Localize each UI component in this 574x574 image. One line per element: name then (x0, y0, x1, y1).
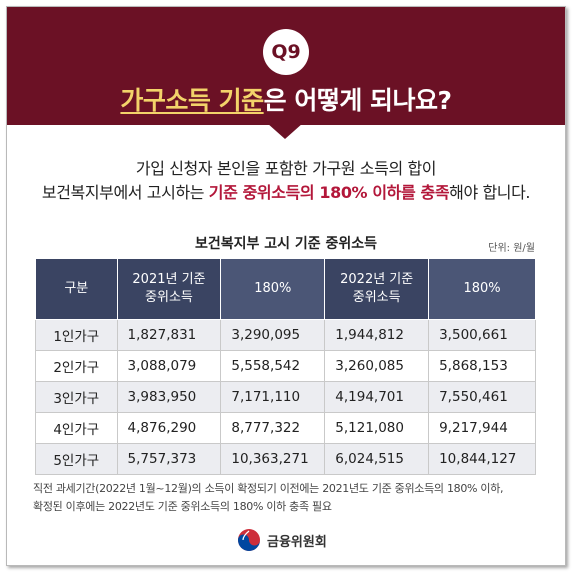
header-banner: Q9 가구소득 기준은 어떻게 되나요? (7, 7, 565, 125)
row-label: 3인가구 (35, 381, 118, 413)
cell-2022-180pct: 5,868,153 (428, 350, 536, 382)
cell-2021-180pct: 3,290,095 (220, 319, 326, 351)
table-row: 1인가구 1,827,831 3,290,095 1,944,812 3,500… (35, 319, 536, 351)
header-2022-180pct: 180% (428, 258, 536, 320)
header-2022-line2: 중위소득 (352, 290, 401, 305)
cell-2022-180pct: 7,550,461 (428, 381, 536, 413)
cell-2021-180pct: 8,777,322 (220, 412, 326, 444)
row-label: 2인가구 (35, 350, 118, 382)
cell-2022-median: 1,944,812 (324, 319, 430, 351)
cell-2022-median: 5,121,080 (324, 412, 430, 444)
intro-line-2: 보건복지부에서 고시하는 기준 중위소득의 180% 이하를 충족해야 합니다. (7, 181, 565, 205)
row-label: 1인가구 (35, 319, 118, 351)
cell-2022-180pct: 10,844,127 (428, 443, 536, 475)
cell-2022-median: 3,260,085 (324, 350, 430, 382)
cell-2021-median: 3,088,079 (116, 350, 222, 382)
table-row: 2인가구 3,088,079 5,558,542 3,260,085 5,868… (35, 350, 536, 382)
header-2021-line2: 중위소득 (145, 290, 193, 305)
header-notch (267, 123, 303, 139)
footnote: 직전 과세기간(2022년 1월~12월)의 소득이 확정되기 이전에는 202… (33, 480, 553, 516)
header-2022-line1: 2022년 기준 (340, 272, 414, 287)
question-badge: Q9 (263, 29, 309, 75)
intro-emphasis: 기준 중위소득의 180% 이하를 충족 (208, 183, 450, 202)
title-highlight: 가구소득 기준 (120, 86, 264, 115)
intro-line-2-prefix: 보건복지부에서 고시하는 (41, 183, 209, 202)
page-title: 가구소득 기준은 어떻게 되나요? (7, 81, 565, 117)
cell-2021-median: 3,983,950 (116, 381, 222, 413)
footnote-line-2: 확정된 이후에는 2022년도 기준 중위소득의 180% 이하 충족 필요 (33, 500, 332, 513)
table-title: 보건복지부 고시 기준 중위소득 (194, 236, 378, 252)
cell-2021-180pct: 10,363,271 (220, 443, 326, 475)
cell-2021-180pct: 5,558,542 (220, 350, 326, 382)
intro-line-2-suffix: 해야 합니다. (449, 183, 531, 202)
card-frame: Q9 가구소득 기준은 어떻게 되나요? 가입 신청자 본인을 포함한 가구원 … (6, 6, 566, 566)
cell-2022-180pct: 9,217,944 (428, 412, 536, 444)
unit-label: 단위: 원/월 (488, 243, 535, 254)
table-row: 4인가구 4,876,290 8,777,322 5,121,080 9,217… (35, 412, 536, 444)
cell-2021-180pct: 7,171,110 (220, 381, 326, 413)
taegeuk-emblem-icon (237, 528, 261, 552)
cell-2022-median: 4,194,701 (324, 381, 430, 413)
table-row: 3인가구 3,983,950 7,171,110 4,194,701 7,550… (35, 381, 536, 413)
org-name: 금융위원회 (267, 534, 327, 550)
table-row: 5인가구 5,757,373 10,363,271 6,024,515 10,8… (35, 443, 536, 475)
cell-2021-median: 5,757,373 (116, 443, 222, 475)
cell-2022-median: 6,024,515 (324, 443, 430, 475)
header-2021-line1: 2021년 기준 (132, 272, 206, 287)
cell-2022-180pct: 3,500,661 (428, 319, 536, 351)
header-2021-180pct: 180% (220, 258, 326, 320)
title-rest: 은 어떻게 되나요? (263, 86, 452, 115)
row-label: 5인가구 (35, 443, 118, 475)
org-logo: 금융위원회 (237, 527, 327, 553)
row-label: 4인가구 (35, 412, 118, 444)
footnote-line-1: 직전 과세기간(2022년 1월~12월)의 소득이 확정되기 이전에는 202… (33, 482, 504, 495)
cell-2021-median: 1,827,831 (116, 319, 222, 351)
intro-text: 가입 신청자 본인을 포함한 가구원 소득의 합이 보건복지부에서 고시하는 기… (7, 157, 565, 205)
header-category: 구분 (35, 258, 118, 320)
intro-line-1: 가입 신청자 본인을 포함한 가구원 소득의 합이 (135, 159, 437, 178)
cell-2021-median: 4,876,290 (116, 412, 222, 444)
